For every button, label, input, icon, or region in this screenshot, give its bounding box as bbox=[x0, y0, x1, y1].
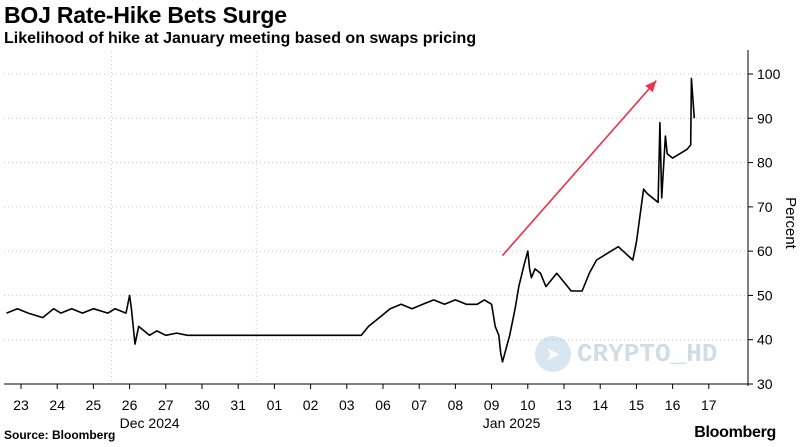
x-tick-label: 06 bbox=[375, 397, 391, 413]
trend-arrow-shaft bbox=[501, 80, 657, 257]
x-tick-label: 03 bbox=[339, 397, 355, 413]
y-tick-label: 100 bbox=[757, 66, 781, 82]
watermark: ➤ CRYPTO_HD bbox=[535, 336, 717, 372]
axes bbox=[4, 50, 749, 386]
x-tick-label: 14 bbox=[592, 397, 608, 413]
y-tick-label: 50 bbox=[757, 287, 773, 303]
x-tick-label: 01 bbox=[267, 397, 283, 413]
x-tick-label: 25 bbox=[86, 397, 102, 413]
source-note: Source: Bloomberg bbox=[4, 428, 116, 442]
x-tick-label: 16 bbox=[665, 397, 681, 413]
bloomberg-logo: Bloomberg bbox=[694, 424, 776, 441]
x-axis-ticks: 23 24 25 26 27 30 31 01 02 03 06 07 08 09 10 13 14 15 16 17… bbox=[13, 384, 717, 431]
x-tick-label: 10 bbox=[520, 397, 536, 413]
x-tick-label: 07 bbox=[411, 397, 427, 413]
x-tick-label: 30 bbox=[194, 397, 210, 413]
x-tick-label: 13 bbox=[556, 397, 572, 413]
y-axis-ticks: 30 40 50 60 70 80 90 100 bbox=[748, 66, 781, 392]
y-tick-label: 30 bbox=[757, 376, 773, 392]
x-tick-label: 27 bbox=[158, 397, 174, 413]
x-tick-label: 23 bbox=[13, 397, 29, 413]
y-tick-label: 60 bbox=[757, 243, 773, 259]
x-month-label: Jan 2025 bbox=[483, 415, 541, 431]
x-tick-label: 17 bbox=[701, 397, 717, 413]
x-tick-label: 24 bbox=[49, 397, 65, 413]
series-line bbox=[6, 77, 696, 363]
y-tick-label: 80 bbox=[757, 155, 773, 171]
annotations bbox=[501, 80, 657, 257]
watermark-text: CRYPTO_HD bbox=[577, 339, 718, 369]
telegram-icon: ➤ bbox=[535, 336, 571, 372]
gridlines bbox=[4, 52, 748, 385]
series-line-path bbox=[6, 77, 696, 363]
x-tick-label: 31 bbox=[230, 397, 246, 413]
x-tick-label: 09 bbox=[484, 397, 500, 413]
y-axis-label: Percent bbox=[782, 197, 799, 250]
y-tick-label: 40 bbox=[757, 332, 773, 348]
x-month-label: Dec 2024 bbox=[120, 415, 180, 431]
x-tick-label: 08 bbox=[448, 397, 464, 413]
chart-subtitle: Likelihood of hike at January meeting ba… bbox=[4, 30, 477, 47]
y-tick-label: 90 bbox=[757, 110, 773, 126]
x-tick-label: 15 bbox=[629, 397, 645, 413]
x-tick-label: 26 bbox=[122, 397, 138, 413]
chart-title: BOJ Rate-Hike Bets Surge bbox=[4, 2, 287, 28]
trend-arrow-head bbox=[645, 80, 657, 93]
y-tick-label: 70 bbox=[757, 199, 773, 215]
x-tick-label: 02 bbox=[303, 397, 319, 413]
